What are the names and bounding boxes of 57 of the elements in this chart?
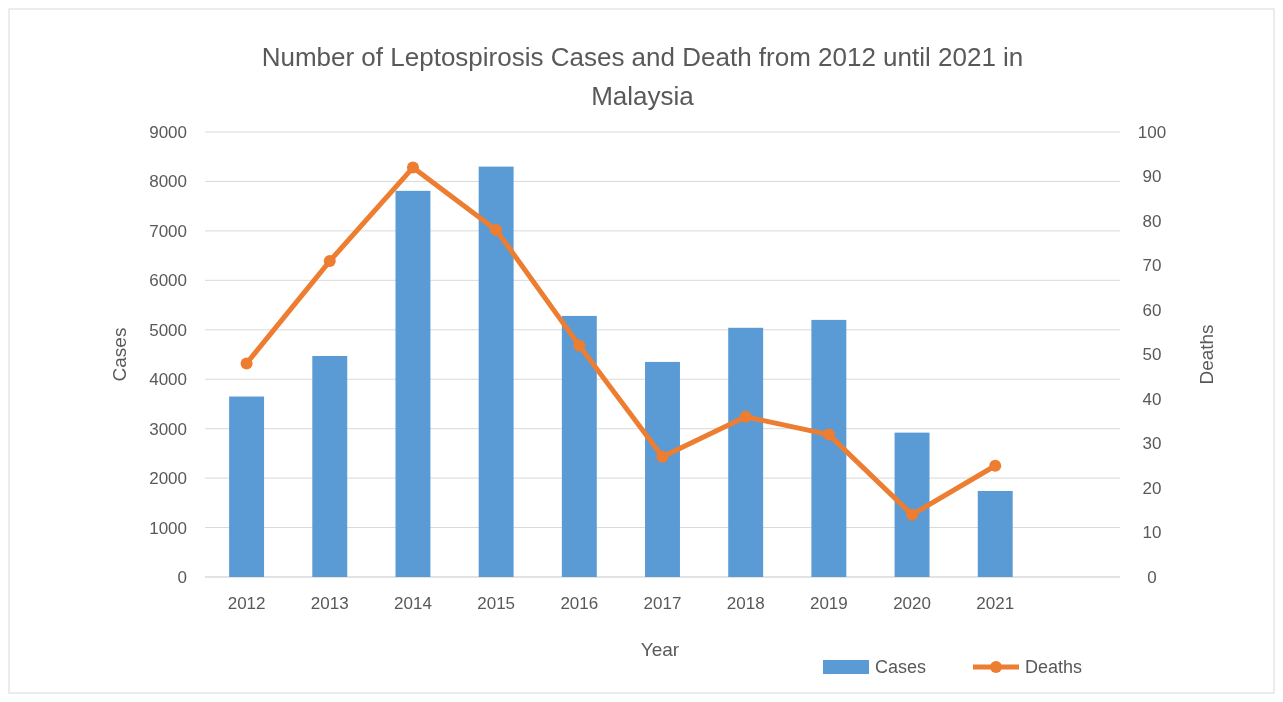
point [573, 339, 586, 352]
legend-label: Deaths [1025, 657, 1083, 678]
point [822, 428, 835, 441]
y2-tick-label: 20 [1142, 478, 1162, 498]
y2-tick-label: 0 [1147, 567, 1157, 587]
y-tick-label: 8000 [149, 172, 187, 192]
chart-title: Number of Leptospirosis Cases and Death from 2012 until 2021 in Malaysia [261, 42, 1024, 111]
point [656, 450, 669, 463]
y-tick-label: 7000 [149, 221, 187, 241]
x-tick-label: 2019 [809, 594, 848, 613]
x-tick-label: 2013 [310, 594, 349, 613]
y2-tick-label: 70 [1142, 256, 1162, 276]
x-tick-label: 2020 [893, 594, 931, 613]
y-tick-label: 2000 [149, 469, 187, 489]
y2-tick-label: 80 [1142, 211, 1162, 231]
bar [977, 490, 1013, 577]
y2-tick-label: 90 [1142, 167, 1162, 187]
y-tick-label: 1000 [149, 518, 187, 538]
y2-tick-label: 10 [1142, 523, 1162, 543]
bar [395, 190, 431, 577]
x-tick-label: 2015 [477, 594, 516, 613]
x-axis-title: Year [640, 639, 680, 660]
x-tick-label: 2018 [726, 594, 765, 613]
bar [561, 315, 597, 577]
y-tick-label: 3000 [149, 419, 187, 439]
x-tick-label: 2017 [643, 594, 682, 613]
y2-tick-label: 30 [1142, 434, 1162, 454]
y-axis-title: Cases [109, 327, 130, 382]
y-tick-label: 4000 [149, 370, 187, 390]
point [989, 459, 1002, 472]
bar [478, 166, 514, 577]
y-tick-label: 6000 [149, 271, 187, 291]
point [240, 357, 253, 370]
point [323, 255, 336, 268]
x-tick-label: 2014 [394, 594, 432, 613]
x-tick-label: 2021 [976, 594, 1015, 613]
y-tick-label: 9000 [149, 122, 187, 142]
point [906, 508, 919, 521]
bar [811, 319, 847, 577]
bar [645, 361, 680, 577]
bar [229, 396, 265, 577]
y-tick-label: 5000 [149, 320, 187, 340]
y-tick-label: 0 [177, 567, 187, 587]
x-tick-label: 2012 [227, 594, 266, 613]
x-tick-label: 2016 [560, 594, 599, 613]
bar [312, 355, 348, 577]
y2-tick-label: 40 [1142, 389, 1162, 409]
bar [894, 432, 930, 577]
point [739, 410, 752, 423]
y2-tick-label: 100 [1137, 122, 1167, 142]
y2-axis-title: Deaths [1196, 324, 1217, 385]
point [406, 161, 419, 174]
point [490, 223, 503, 236]
legend-label: Cases [875, 657, 927, 678]
y2-tick-label: 50 [1142, 345, 1162, 365]
bar [728, 327, 764, 577]
y2-tick-label: 60 [1142, 300, 1162, 320]
